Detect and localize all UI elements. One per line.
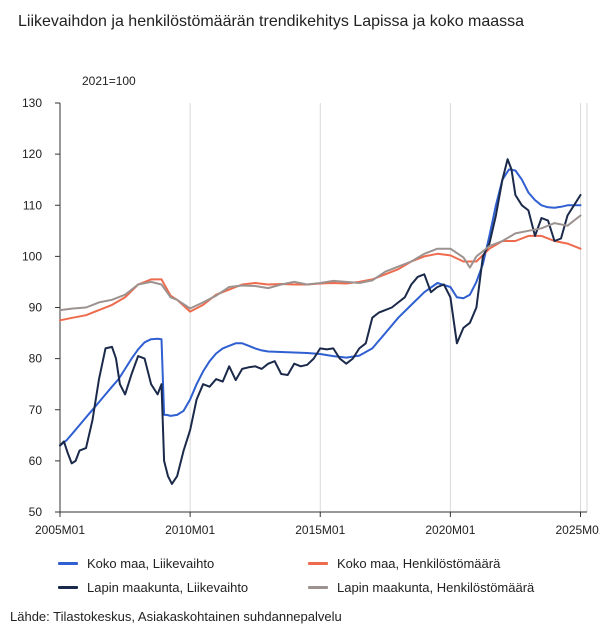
legend-swatch [58,562,78,565]
x-tick-label: 2010M01 [165,523,215,537]
x-tick-label: 2025M01 [555,523,600,537]
legend-label: Lapin maakunta, Henkilöstömäärä [337,580,535,595]
source-note: Lähde: Tilastokeskus, Asiakaskohtainen s… [10,609,342,624]
y-tick-label: 60 [29,454,43,468]
x-tick-label: 2015M01 [295,523,345,537]
y-tick-label: 100 [22,249,42,263]
series-lines [59,158,582,485]
y-axis-unit-label: 2021=100 [82,74,136,88]
y-tick-label: 70 [29,403,43,417]
series-line-lapin-maakunta-henkil-st-m-r [59,214,582,312]
series-line-koko-maa-liikevaihto [59,168,582,447]
y-tick-label: 120 [22,147,42,161]
series-line-lapin-maakunta-liikevaihto [59,158,582,485]
x-tick-label: 2005M01 [35,523,85,537]
legend-item-lapin-maakunta-henkilostomaara: Lapin maakunta, Henkilöstömäärä [308,580,534,595]
axes: 2005M01 2010M01 2015M01 2020M01 2025M01 50 60 7… [22,96,600,537]
legend-swatch [308,562,328,565]
y-tick-label: 50 [29,505,43,519]
grid-lines [189,103,588,512]
legend-item-koko-maa-liikevaihto: Koko maa, Liikevaihto [58,556,214,571]
x-tick-label: 2020M01 [425,523,475,537]
legend-item-koko-maa-henkilostomaara: Koko maa, Henkilöstömäärä [308,556,500,571]
y-tick-label: 130 [22,96,42,110]
legend-swatch [58,586,78,589]
legend-label: Lapin maakunta, Liikevaihto [87,580,249,595]
legend-label: Koko maa, Henkilöstömäärä [337,556,501,571]
chart-title: Liikevaihdon ja henkilöstömäärän trendik… [18,13,525,30]
legend-swatch [308,586,328,589]
y-tick-label: 90 [29,301,43,315]
line-chart: 2005M01 2010M01 2015M01 2020M01 2025M01 50 60 7… [22,96,600,537]
legend-item-lapin-maakunta-liikevaihto: Lapin maakunta, Liikevaihto [58,580,248,595]
y-tick-label: 110 [23,198,42,212]
y-tick-label: 80 [29,352,43,366]
legend-label: Koko maa, Liikevaihto [87,556,215,571]
